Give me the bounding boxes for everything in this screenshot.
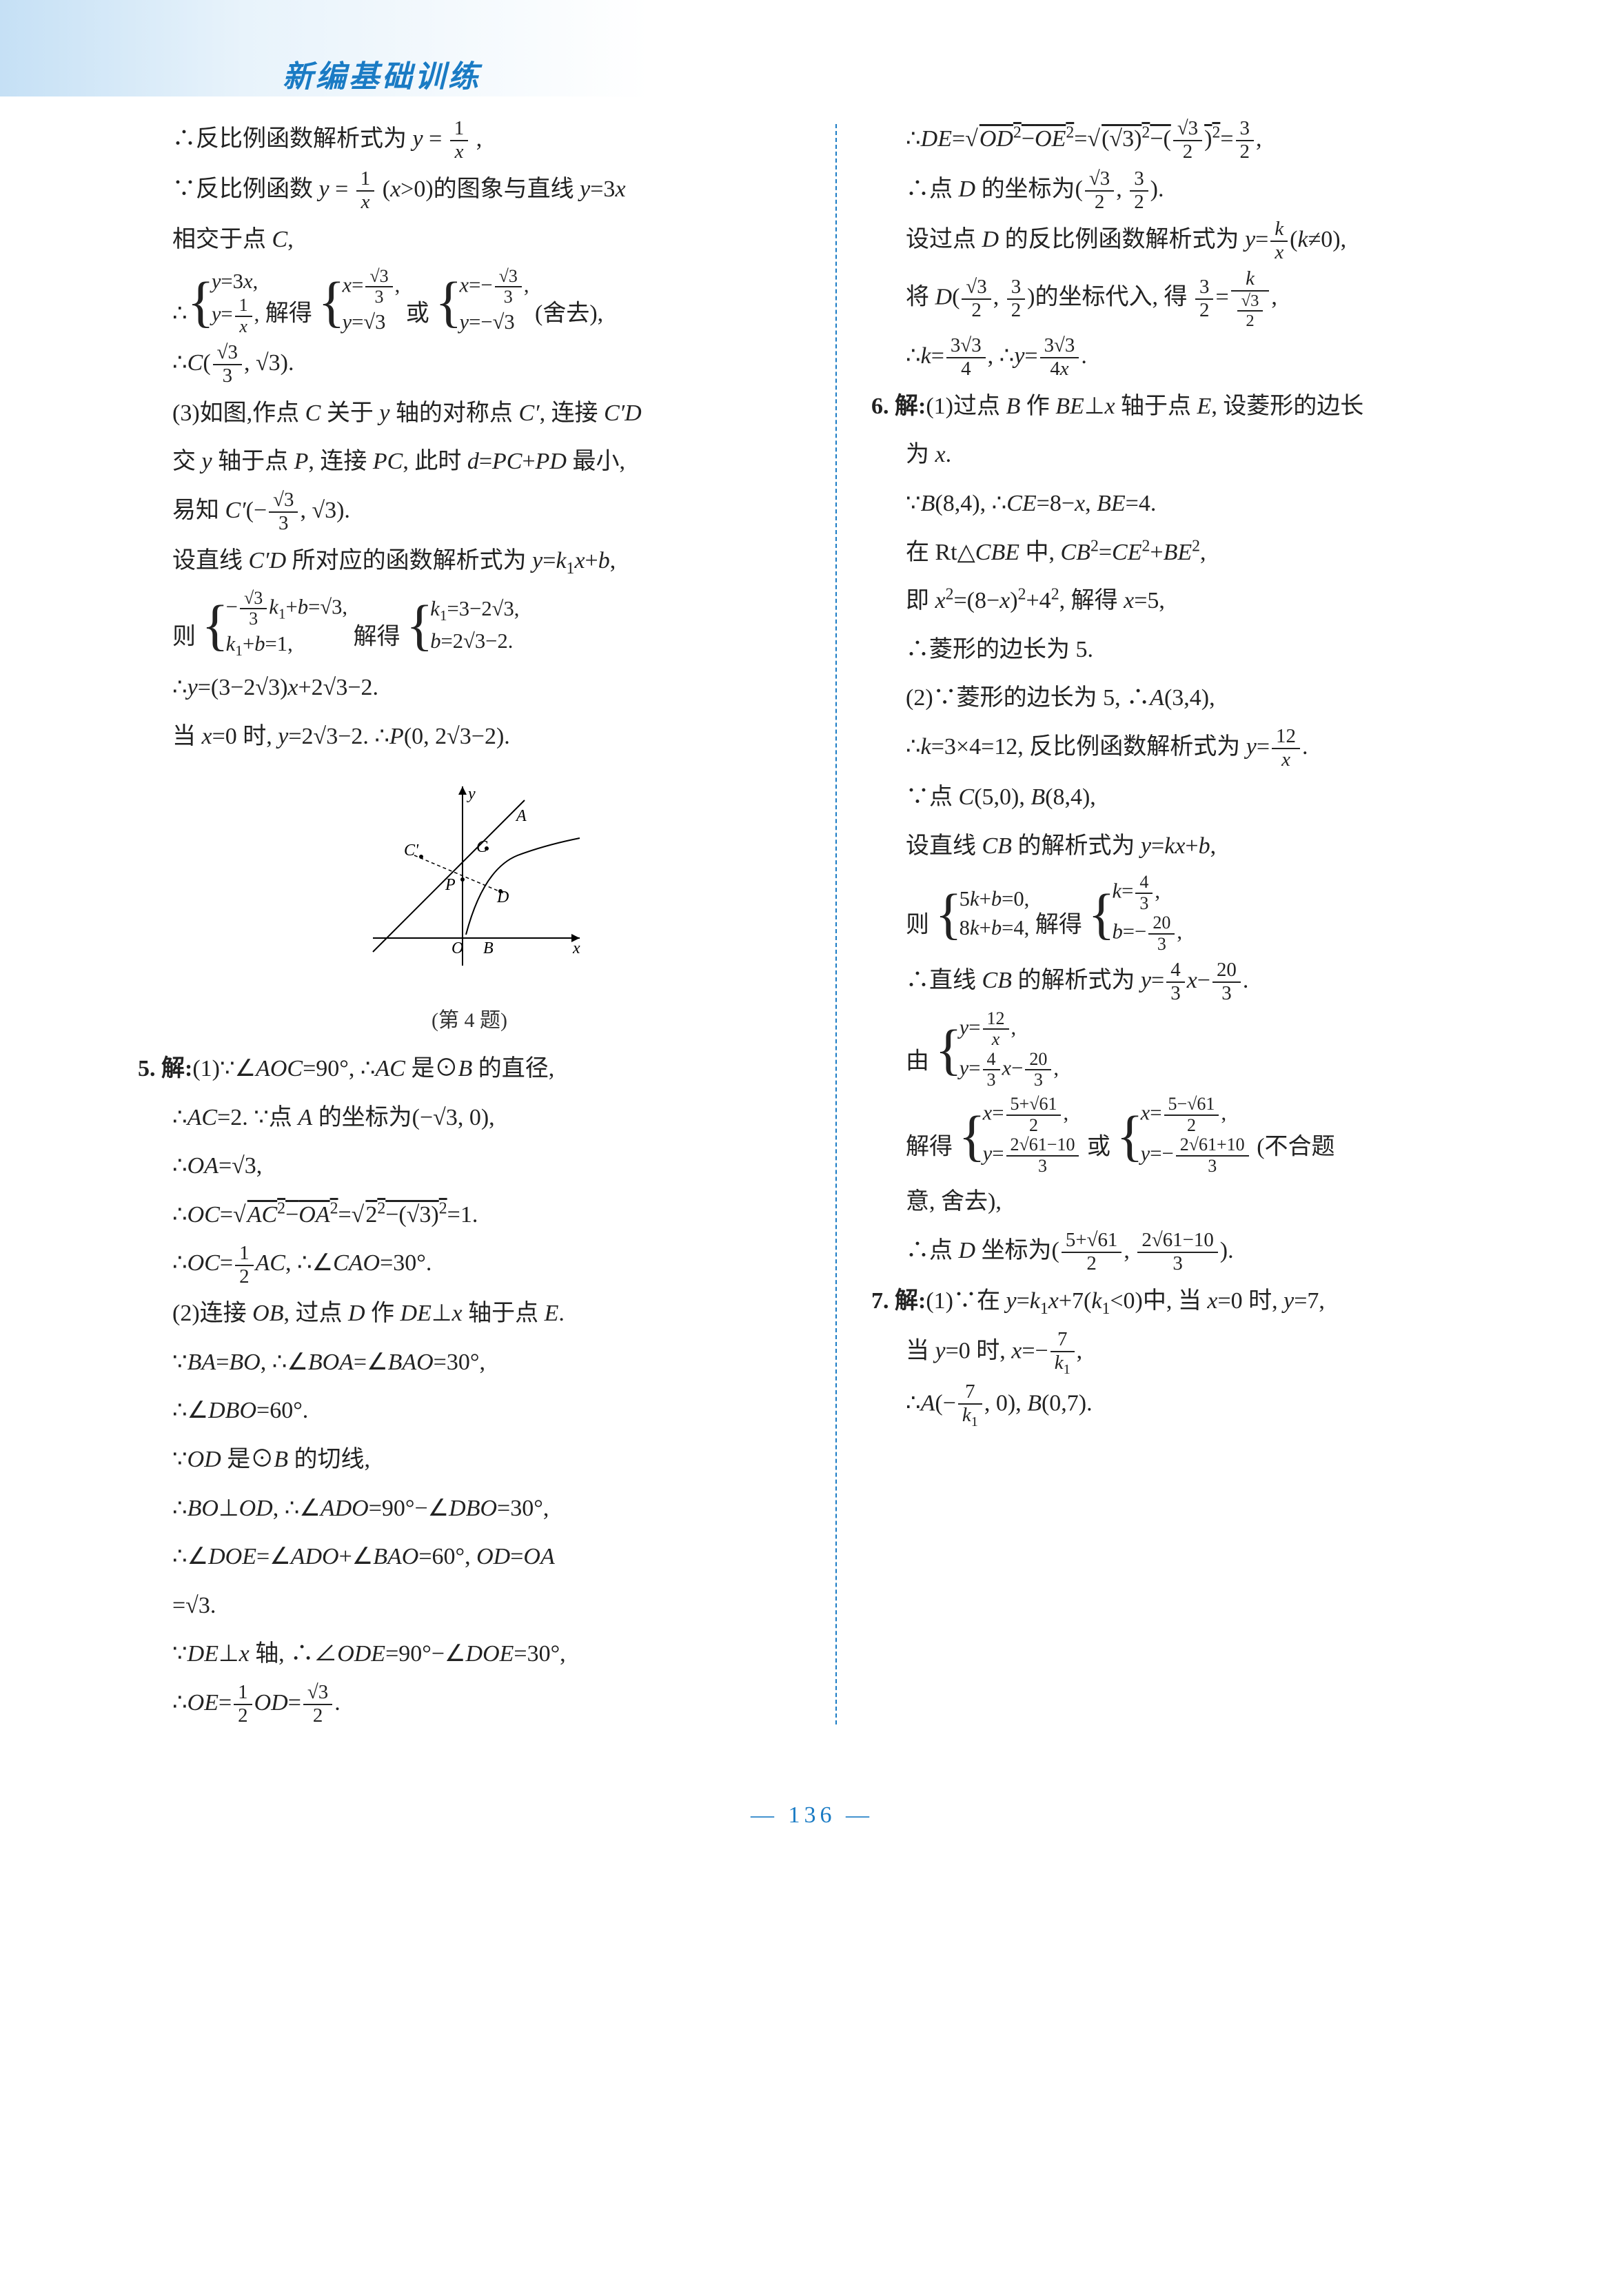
- text-line: ∴菱形的边长为 5.: [871, 628, 1534, 673]
- book-title: 新编基础训练: [283, 48, 481, 106]
- svg-text:y: y: [467, 785, 476, 803]
- text-line: ∴AC=2. ∵点 A 的坐标为(−√3, 0),: [138, 1096, 801, 1141]
- svg-text:x: x: [572, 939, 580, 957]
- text-line: ∵点 C(5,0), B(8,4),: [871, 775, 1534, 820]
- text-line: 设直线 C′D 所对应的函数解析式为 y=k1x+b,: [138, 539, 801, 584]
- text-line: 设过点 D 的反比例函数解析式为 y=kx(k≠0),: [871, 218, 1534, 264]
- text-line: ∴DE=√OD2−OE2=√(√3)2−(√32)2=32,: [871, 117, 1534, 163]
- figure-caption: (第 4 题): [138, 1001, 801, 1040]
- text-line: (2)连接 OB, 过点 D 作 DE⊥x 轴于点 E.: [138, 1292, 801, 1336]
- right-column: ∴DE=√OD2−OE2=√(√3)2−(√32)2=32, ∴点 D 的坐标为…: [871, 117, 1534, 1731]
- text-line: 7. 解:(1)∵在 y=k1x+7(k1<0)中, 当 x=0 时, y=7,: [871, 1279, 1534, 1325]
- text-line: ∴A(−7k1, 0), B(0,7).: [871, 1381, 1534, 1429]
- text-line: (3)如图,作点 C 关于 y 轴的对称点 C′, 连接 C′D: [138, 391, 801, 436]
- column-divider: [835, 124, 837, 1724]
- svg-text:D: D: [496, 888, 509, 906]
- text-line: ∴k=3×4=12, 反比例函数解析式为 y=12x.: [871, 725, 1534, 771]
- text-line: (2)∵菱形的边长为 5, ∴A(3,4),: [871, 676, 1534, 721]
- text-line: ∴y=(3−2√3)x+2√3−2.: [138, 666, 801, 711]
- page-number: — 136 —: [0, 1793, 1624, 1838]
- text-line: ∴OE=12OD=√32.: [138, 1681, 801, 1727]
- text-line: 6. 解:(1)过点 B 作 BE⊥x 轴于点 E, 设菱形的边长: [871, 385, 1534, 429]
- figure-svg: y x O A B C C' D P: [345, 773, 593, 979]
- text-line: 在 Rt△CBE 中, CB2=CE2+BE2,: [871, 531, 1534, 576]
- text-line: 当 y=0 时, x=−7k1,: [871, 1329, 1534, 1377]
- text-line: 由 {y=12x,y=43x−203,: [871, 1009, 1534, 1090]
- text-line: 相交于点 C,: [138, 218, 801, 263]
- text-line: 交 y 轴于点 P, 连接 PC, 此时 d=PC+PD 最小,: [138, 440, 801, 485]
- text-line: ∴OC=√AC2−OA2=√22−(√3)2=1.: [138, 1193, 801, 1238]
- text-line: ∵DE⊥x 轴, ∴∠ODE=90°−∠DOE=30°,: [138, 1632, 801, 1677]
- text-line: 意, 舍去),: [871, 1180, 1534, 1225]
- text-line: 为 x.: [871, 433, 1534, 478]
- text-line: ∴{y=3x,y=1x, 解得 {x=√33,y=√3 或 {x=−√33,y=…: [138, 267, 801, 337]
- text-line: 将 D(√32, 32)的坐标代入, 得 32=k√32,: [871, 268, 1534, 330]
- text-line: ∴∠DOE=∠ADO+∠BAO=60°, OD=OA: [138, 1535, 801, 1580]
- text-line: ∴BO⊥OD, ∴∠ADO=90°−∠DBO=30°,: [138, 1487, 801, 1531]
- text-line: ∴OA=√3,: [138, 1144, 801, 1189]
- text-line: ∴C(√33, √3).: [138, 341, 801, 387]
- text-line: ∴∠DBO=60°.: [138, 1389, 801, 1434]
- text-line: ∵B(8,4), ∴CE=8−x, BE=4.: [871, 482, 1534, 527]
- text-line: ∵反比例函数 y = 1x (x>0)的图象与直线 y=3x: [138, 167, 801, 214]
- text-line: 设直线 CB 的解析式为 y=kx+b,: [871, 824, 1534, 869]
- text-line: 5. 解:(1)∵∠AOC=90°, ∴AC 是⊙B 的直径,: [138, 1047, 801, 1092]
- text-line: 易知 C′(−√33, √3).: [138, 489, 801, 535]
- text-line: 当 x=0 时, y=2√3−2. ∴P(0, 2√3−2).: [138, 715, 801, 760]
- text-line: 则 {5k+b=0,8k+b=4, 解得 {k=43,b=−203,: [871, 873, 1534, 954]
- text-line: ∴OC=12AC, ∴∠CAO=30°.: [138, 1241, 801, 1287]
- text-line: ∵OD 是⊙B 的切线,: [138, 1438, 801, 1483]
- svg-text:O: O: [451, 939, 463, 957]
- text-line: ∴k=3√34, ∴y=3√34x.: [871, 334, 1534, 380]
- text-line: ∴点 D 坐标为(5+√612, 2√61−103).: [871, 1229, 1534, 1275]
- svg-text:A: A: [515, 807, 527, 825]
- svg-text:P: P: [445, 876, 456, 894]
- text-line: =√3.: [138, 1584, 801, 1629]
- text-line: 则 {−√33k1+b=√3,k1+b=1, 解得 {k1=3−2√3,b=2√…: [138, 589, 801, 662]
- text-line: ∴直线 CB 的解析式为 y=43x−203.: [871, 959, 1534, 1005]
- figure-q4: y x O A B C C' D P (第 4 题): [138, 773, 801, 1040]
- page-content: ∴反比例函数解析式为 y = 1x , ∵反比例函数 y = 1x (x>0)的…: [0, 96, 1624, 1773]
- text-line: 即 x2=(8−x)2+42, 解得 x=5,: [871, 579, 1534, 624]
- text-line: 解得 {x=5+√612,y=2√61−103 或 {x=5−√612,y=−2…: [871, 1095, 1534, 1176]
- svg-text:C': C': [404, 842, 419, 859]
- left-column: ∴反比例函数解析式为 y = 1x , ∵反比例函数 y = 1x (x>0)的…: [138, 117, 801, 1731]
- header-band: 新编基础训练: [0, 0, 1624, 96]
- svg-text:B: B: [483, 939, 494, 957]
- text-line: ∴点 D 的坐标为(√32, 32).: [871, 167, 1534, 214]
- text-line: ∵BA=BO, ∴∠BOA=∠BAO=30°,: [138, 1341, 801, 1385]
- text-line: ∴反比例函数解析式为 y = 1x ,: [138, 117, 801, 163]
